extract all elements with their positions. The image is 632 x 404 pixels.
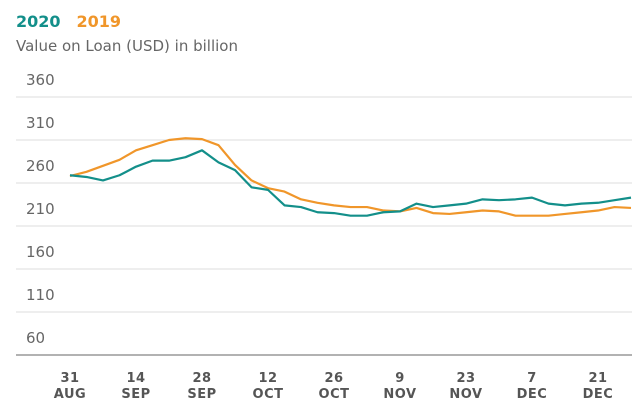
y-tick-label: 160 xyxy=(26,243,55,261)
y-tick-label: 310 xyxy=(26,114,55,132)
y-tick-label: 60 xyxy=(26,329,45,347)
legend-entry: 2019 xyxy=(77,12,122,31)
x-tick-label: 23 NOV xyxy=(449,371,482,402)
x-tick-label: 26 OCT xyxy=(319,371,350,402)
x-tick-label: 7 DEC xyxy=(517,371,548,402)
x-tick-label: 14 SEP xyxy=(121,371,150,402)
y-tick-label: 260 xyxy=(26,157,55,175)
y-tick-label: 210 xyxy=(26,200,55,218)
y-tick-label: 110 xyxy=(26,286,55,304)
x-tick-label: 21 DEC xyxy=(583,371,614,402)
x-tick-label: 9 NOV xyxy=(383,371,416,402)
x-tick-label: 31 AUG xyxy=(54,371,86,402)
legend-entry: 2020 xyxy=(16,12,61,31)
subtitle: Value on Loan (USD) in billion xyxy=(16,37,238,55)
line-series xyxy=(69,149,632,217)
x-tick-label: 12 OCT xyxy=(253,371,284,402)
x-tick-label: 28 SEP xyxy=(187,371,216,402)
line-series xyxy=(69,137,632,217)
y-tick-label: 360 xyxy=(26,71,55,89)
